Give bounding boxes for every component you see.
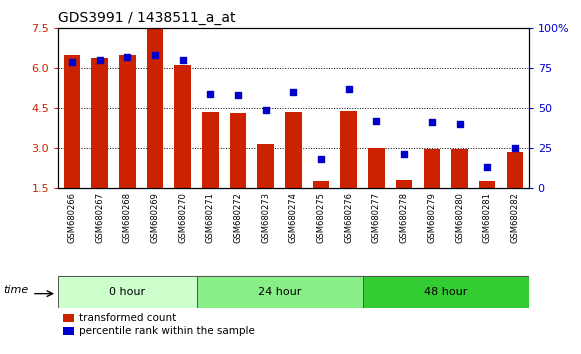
Point [400, 152, 409, 157]
Bar [313, 181, 329, 188]
Text: GSM680268: GSM680268 [123, 192, 132, 243]
Text: time: time [3, 285, 28, 296]
Point [178, 57, 187, 63]
Point [427, 120, 436, 125]
Point [261, 107, 270, 113]
Text: GSM680281: GSM680281 [483, 192, 492, 243]
Text: GSM680267: GSM680267 [95, 192, 104, 243]
Text: GSM680278: GSM680278 [400, 192, 408, 243]
Point [317, 156, 326, 162]
Point [372, 118, 381, 124]
Text: GSM680273: GSM680273 [261, 192, 270, 243]
Bar [257, 144, 274, 188]
Bar [202, 112, 218, 188]
Point [95, 57, 104, 63]
Bar [64, 55, 80, 188]
Bar [146, 28, 163, 188]
Text: GSM680266: GSM680266 [67, 192, 77, 243]
Point [234, 92, 243, 98]
Text: 24 hour: 24 hour [258, 287, 302, 297]
Text: GSM680275: GSM680275 [317, 192, 325, 243]
Text: GSM680271: GSM680271 [206, 192, 215, 243]
Point [344, 86, 353, 92]
Text: GDS3991 / 1438511_a_at: GDS3991 / 1438511_a_at [58, 11, 236, 25]
Bar [340, 111, 357, 188]
Text: GSM680270: GSM680270 [178, 192, 187, 243]
Bar [424, 149, 440, 188]
Text: GSM680277: GSM680277 [372, 192, 381, 243]
Bar [174, 65, 191, 188]
Bar [451, 149, 468, 188]
Bar [229, 113, 246, 188]
Bar [507, 152, 523, 188]
Point [289, 89, 298, 95]
Point [123, 54, 132, 60]
Text: GSM680269: GSM680269 [150, 192, 160, 243]
Bar [119, 55, 135, 188]
Point [510, 145, 519, 151]
Bar [363, 276, 529, 308]
Bar [285, 112, 302, 188]
Point [483, 164, 492, 170]
Point [67, 59, 77, 65]
Bar [91, 58, 108, 188]
Text: 48 hour: 48 hour [424, 287, 467, 297]
Bar [368, 148, 385, 188]
Point [455, 121, 464, 127]
Text: 0 hour: 0 hour [109, 287, 145, 297]
Point [150, 53, 160, 58]
Text: GSM680276: GSM680276 [345, 192, 353, 243]
Bar [479, 181, 496, 188]
Text: GSM680274: GSM680274 [289, 192, 298, 243]
Text: GSM680280: GSM680280 [455, 192, 464, 243]
Bar [396, 180, 413, 188]
Bar [196, 276, 363, 308]
Legend: transformed count, percentile rank within the sample: transformed count, percentile rank withi… [63, 313, 255, 336]
Text: GSM680282: GSM680282 [510, 192, 519, 243]
Text: GSM680272: GSM680272 [234, 192, 242, 243]
Point [206, 91, 215, 97]
Text: GSM680279: GSM680279 [427, 192, 436, 243]
Bar [58, 276, 196, 308]
